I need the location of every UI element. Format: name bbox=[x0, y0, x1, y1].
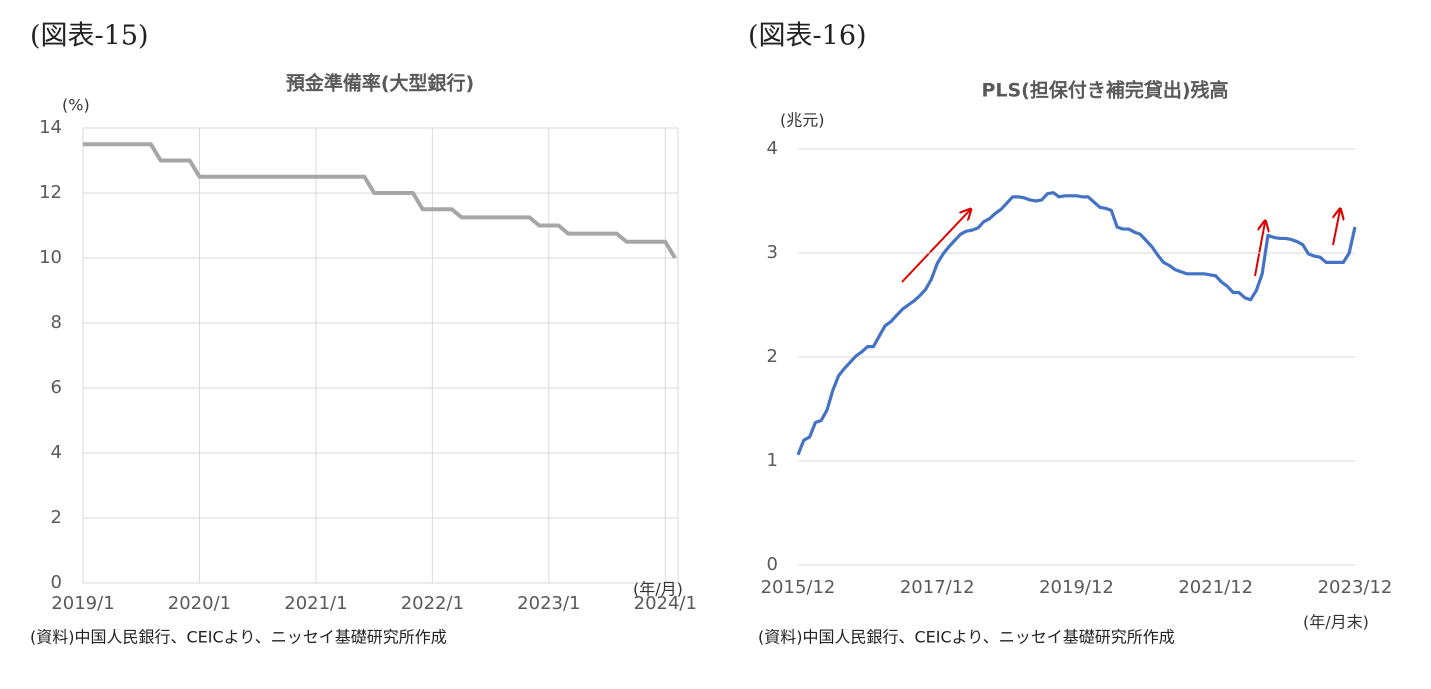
data-line bbox=[796, 191, 1357, 456]
y-axis-unit: (兆元) bbox=[780, 111, 825, 130]
y-tick-label: 6 bbox=[51, 377, 62, 398]
x-axis-unit: (年/月) bbox=[633, 580, 683, 599]
x-tick-label: 2019/12 bbox=[1039, 577, 1114, 598]
x-axis-unit: (年/月末) bbox=[1303, 613, 1369, 632]
x-tick-label: 2021/12 bbox=[1178, 577, 1253, 598]
x-tick-label: 2023/12 bbox=[1318, 577, 1393, 598]
y-tick-label: 0 bbox=[51, 572, 62, 593]
x-tick-label: 2015/12 bbox=[761, 577, 836, 598]
y-tick-label: 1 bbox=[767, 450, 778, 471]
y-tick-label: 3 bbox=[767, 242, 778, 263]
y-tick-label: 4 bbox=[51, 442, 62, 463]
source-note: (資料)中国人民銀行、CEICより、ニッセイ基礎研究所作成 bbox=[30, 628, 447, 647]
y-tick-label: 10 bbox=[39, 247, 62, 268]
chart-title: PLS(担保付き補完貸出)残高 bbox=[981, 79, 1228, 102]
data-line bbox=[83, 142, 677, 260]
figure-label: (図表-16) bbox=[748, 21, 867, 52]
x-tick-label: 2024/1 bbox=[634, 593, 697, 614]
x-tick-label: 2019/1 bbox=[51, 593, 114, 614]
y-tick-label: 2 bbox=[767, 346, 778, 367]
trend-arrow bbox=[901, 210, 970, 283]
y-tick-label: 0 bbox=[767, 554, 778, 575]
trend-arrow bbox=[1254, 222, 1265, 277]
x-tick-label: 2021/1 bbox=[284, 593, 347, 614]
figure-label: (図表-15) bbox=[30, 21, 149, 52]
y-axis-unit: (%) bbox=[62, 96, 90, 115]
y-tick-label: 14 bbox=[39, 117, 62, 138]
x-tick-label: 2017/12 bbox=[900, 577, 975, 598]
chart-title: 預金準備率(大型銀行) bbox=[286, 72, 474, 95]
y-tick-label: 4 bbox=[767, 138, 778, 159]
y-tick-label: 2 bbox=[51, 507, 62, 528]
y-tick-label: 12 bbox=[39, 182, 62, 203]
source-note: (資料)中国人民銀行、CEICより、ニッセイ基礎研究所作成 bbox=[758, 628, 1175, 647]
y-tick-label: 8 bbox=[51, 312, 62, 333]
x-tick-label: 2020/1 bbox=[168, 593, 231, 614]
x-tick-label: 2022/1 bbox=[401, 593, 464, 614]
x-tick-label: 2023/1 bbox=[517, 593, 580, 614]
trend-arrow bbox=[1332, 210, 1340, 246]
